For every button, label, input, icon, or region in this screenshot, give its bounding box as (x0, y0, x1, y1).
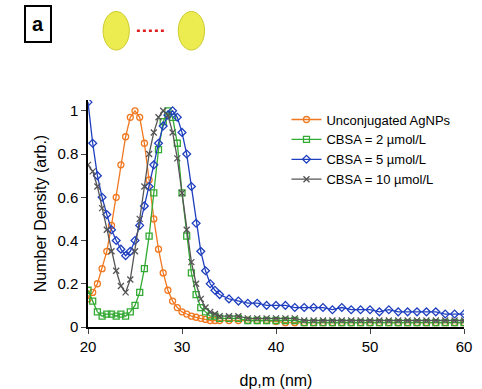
svg-text:0.4: 0.4 (57, 232, 78, 249)
svg-text:20: 20 (80, 338, 97, 355)
svg-text:0.6: 0.6 (57, 189, 78, 206)
svg-text:50: 50 (362, 338, 379, 355)
svg-text:dp,m (nm): dp,m (nm) (240, 372, 313, 389)
svg-text:CBSA = 10 µmol/L: CBSA = 10 µmol/L (326, 172, 433, 187)
svg-text:0: 0 (70, 318, 78, 335)
svg-text:1: 1 (70, 102, 78, 119)
svg-text:0.2: 0.2 (57, 275, 78, 292)
svg-text:CBSA = 2 µmol/L: CBSA = 2 µmol/L (326, 132, 426, 147)
svg-text:Unconjugated AgNPs: Unconjugated AgNPs (326, 113, 450, 128)
svg-text:0.8: 0.8 (57, 145, 78, 162)
svg-text:a: a (32, 13, 44, 35)
svg-text:60: 60 (456, 338, 473, 355)
svg-text:30: 30 (174, 338, 191, 355)
svg-text:40: 40 (268, 338, 285, 355)
svg-text:CBSA = 5 µmol/L: CBSA = 5 µmol/L (326, 152, 426, 167)
svg-text:Number Density (arb.): Number Density (arb.) (32, 135, 49, 292)
